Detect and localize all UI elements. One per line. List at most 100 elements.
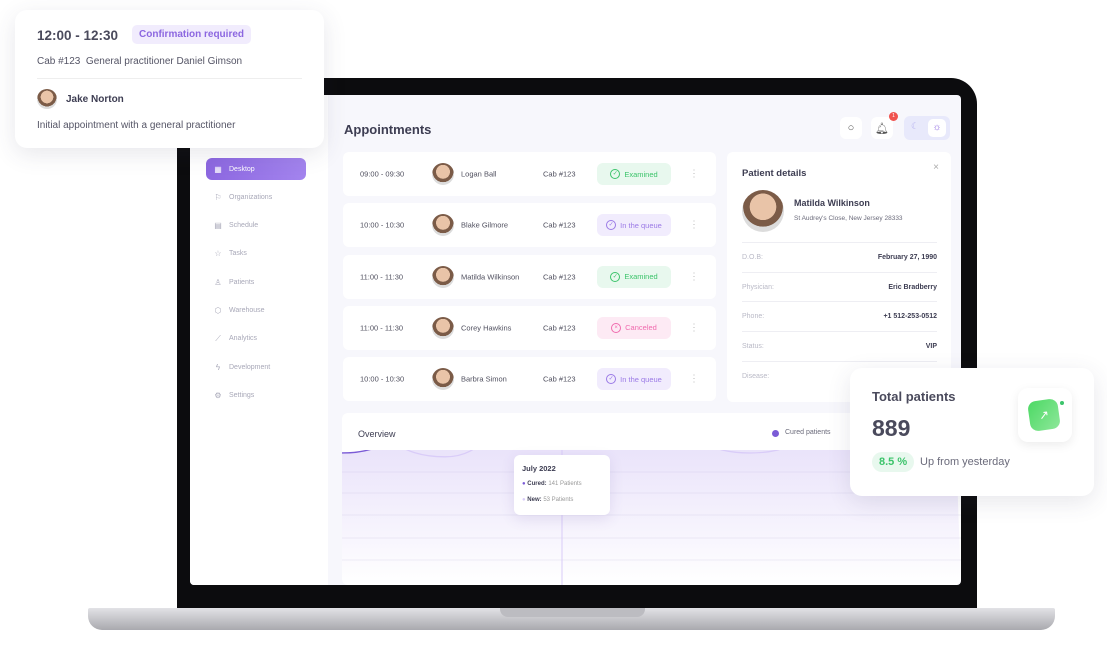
sidebar-item-settings[interactable]: ⚙ Settings bbox=[206, 384, 306, 406]
patient-name: Blake Gilmore bbox=[461, 220, 509, 230]
detail-row: D.O.B: February 27, 1990 bbox=[742, 242, 937, 272]
patient-name: Matilda Wilkinson bbox=[461, 272, 520, 282]
detail-value: February 27, 1990 bbox=[877, 254, 937, 261]
sidebar-item-development[interactable]: ϟ Development bbox=[206, 356, 306, 378]
theme-toggle[interactable]: ☾ ☼ bbox=[904, 116, 950, 140]
divider bbox=[37, 78, 302, 79]
patient-name: Matilda Wilkinson bbox=[794, 198, 870, 208]
status-badge: ✓ In the queue bbox=[597, 214, 671, 237]
status-badge: ✓ Examined bbox=[597, 163, 671, 185]
x-circle-icon: × bbox=[611, 322, 622, 333]
avatar bbox=[432, 163, 454, 185]
change-text: Up from yesterday bbox=[920, 456, 1010, 468]
sidebar-item-label: Patients bbox=[229, 278, 255, 286]
box-icon: ⬡ bbox=[214, 306, 222, 315]
chart-icon: ⟋ bbox=[215, 333, 221, 343]
sidebar-item-label: Settings bbox=[229, 391, 255, 399]
sidebar-item-label: Tasks bbox=[229, 250, 247, 258]
patient-name: Barbra Simon bbox=[461, 374, 507, 384]
more-icon[interactable]: ⋮ bbox=[689, 219, 699, 231]
sidebar-item-patients[interactable]: ♙ Patients bbox=[206, 271, 306, 293]
notifications-button[interactable]: 🔔︎ bbox=[871, 117, 893, 139]
avatar bbox=[742, 190, 784, 232]
patient-name: Corey Hawkins bbox=[461, 323, 512, 333]
patient-details-panel: Patient details × Matilda Wilkinson St A… bbox=[727, 152, 951, 402]
check-circle-icon: ✓ bbox=[606, 374, 617, 385]
cab-number: Cab #123 bbox=[543, 374, 576, 384]
more-icon[interactable]: ⋮ bbox=[689, 373, 699, 385]
detail-value: +1 512-253-0512 bbox=[883, 313, 937, 321]
detail-row: Phone: +1 512-253-0512 bbox=[742, 301, 937, 331]
detail-value: VIP bbox=[925, 343, 937, 351]
sidebar-item-label: Development bbox=[229, 363, 271, 371]
sidebar-item-label: Schedule bbox=[229, 222, 259, 230]
appointment-time: 10:00 - 10:30 bbox=[360, 374, 405, 384]
sidebar-item-tasks[interactable]: ☆ Tasks bbox=[206, 243, 306, 265]
detail-value: Eric Bradberry bbox=[888, 283, 937, 291]
tooltip-new: ● New: 53 Patients bbox=[522, 497, 574, 503]
sidebar-item-desktop[interactable]: ▦ Desktop bbox=[206, 158, 306, 180]
close-icon[interactable]: × bbox=[933, 162, 939, 173]
sidebar-item-organizations[interactable]: ⚐ Organizations bbox=[206, 186, 306, 208]
sidebar-item-label: Analytics bbox=[229, 335, 258, 343]
sidebar-item-analytics[interactable]: ⟋ Analytics bbox=[206, 328, 306, 350]
sidebar: ▦ Desktop ⚐ Organizations ▤ Schedule ☆ Tasks ♙ Pa… bbox=[190, 95, 328, 585]
avatar bbox=[432, 265, 454, 288]
cab-number: Cab #123 bbox=[543, 169, 576, 179]
gear-icon: ⚙ bbox=[214, 390, 222, 400]
bolt-icon: ϟ bbox=[215, 362, 221, 372]
detail-row: Physician: Eric Bradberry bbox=[742, 271, 937, 302]
trend-icon: ↗ bbox=[1018, 388, 1072, 442]
tooltip-cured: ● Cured: 141 Patients bbox=[522, 481, 582, 487]
appointment-time: 11:00 - 11:30 bbox=[360, 323, 404, 333]
detail-label: Status: bbox=[742, 343, 764, 351]
detail-label: Disease: bbox=[742, 372, 770, 380]
search-button[interactable]: ○ bbox=[840, 117, 862, 139]
grid-icon: ▦ bbox=[214, 164, 222, 174]
status-badge: ✓ Examined bbox=[597, 265, 671, 288]
table-row[interactable]: 10:00 - 10:30 Blake Gilmore Cab #123 ✓ In… bbox=[343, 203, 716, 248]
patient-name: Logan Ball bbox=[461, 169, 497, 179]
more-icon[interactable]: ⋮ bbox=[689, 168, 699, 180]
detail-row: Status: VIP bbox=[742, 331, 937, 361]
total-value: 889 bbox=[872, 415, 911, 441]
notification-badge: 1 bbox=[889, 112, 898, 121]
total-patients-card: Total patients 889 8.5 % Up from yesterd… bbox=[850, 368, 1094, 496]
check-circle-icon: ✓ bbox=[610, 271, 621, 282]
patient-address: St Audrey's Close, New Jersey 28333 bbox=[794, 215, 903, 222]
table-row[interactable]: 11:00 - 11:30 Corey Hawkins Cab #123 × Ca… bbox=[343, 305, 716, 350]
table-row[interactable]: 11:00 - 11:30 Matilda Wilkinson Cab #123… bbox=[343, 254, 716, 299]
appointment-time: 12:00 - 12:30 bbox=[37, 28, 119, 43]
legend-dot bbox=[772, 430, 779, 437]
table-row[interactable]: 09:00 - 09:30 Logan Ball Cab #123 ✓ Exami… bbox=[343, 152, 716, 196]
sun-icon: ☼ bbox=[928, 119, 946, 137]
appointment-card[interactable]: 12:00 - 12:30 Confirmation required Cab … bbox=[15, 10, 324, 148]
detail-label: Phone: bbox=[742, 313, 765, 321]
more-icon[interactable]: ⋮ bbox=[689, 271, 699, 283]
card-title: Total patients bbox=[872, 389, 956, 404]
avatar bbox=[37, 89, 57, 109]
legend-label: Cured patients bbox=[785, 429, 831, 436]
bell-icon: 🔔︎ bbox=[875, 122, 889, 135]
avatar bbox=[432, 214, 454, 237]
moon-icon: ☾ bbox=[911, 121, 920, 131]
sidebar-item-label: Organizations bbox=[229, 193, 273, 201]
more-icon[interactable]: ⋮ bbox=[689, 322, 699, 334]
status-badge: Confirmation required bbox=[132, 25, 252, 44]
sidebar-item-label: Warehouse bbox=[229, 307, 265, 314]
sidebar-item-warehouse[interactable]: ⬡ Warehouse bbox=[206, 300, 306, 322]
appointment-description: Initial appointment with a general pract… bbox=[37, 120, 236, 131]
table-row[interactable]: 10:00 - 10:30 Barbra Simon Cab #123 ✓ In … bbox=[343, 357, 716, 402]
appointment-time: 11:00 - 11:30 bbox=[360, 272, 404, 282]
patient-name: Jake Norton bbox=[66, 94, 124, 105]
appointment-time: 10:00 - 10:30 bbox=[360, 220, 405, 230]
laptop-notch bbox=[500, 608, 645, 617]
status-badge: × Canceled bbox=[597, 316, 671, 339]
sidebar-item-schedule[interactable]: ▤ Schedule bbox=[206, 215, 306, 237]
search-icon: ○ bbox=[847, 122, 855, 134]
new-patients-line bbox=[405, 450, 780, 458]
change-badge: 8.5 % bbox=[872, 452, 915, 472]
sidebar-item-label: Desktop bbox=[229, 165, 255, 173]
overview-title: Overview bbox=[358, 429, 396, 439]
detail-label: D.O.B: bbox=[742, 254, 764, 261]
